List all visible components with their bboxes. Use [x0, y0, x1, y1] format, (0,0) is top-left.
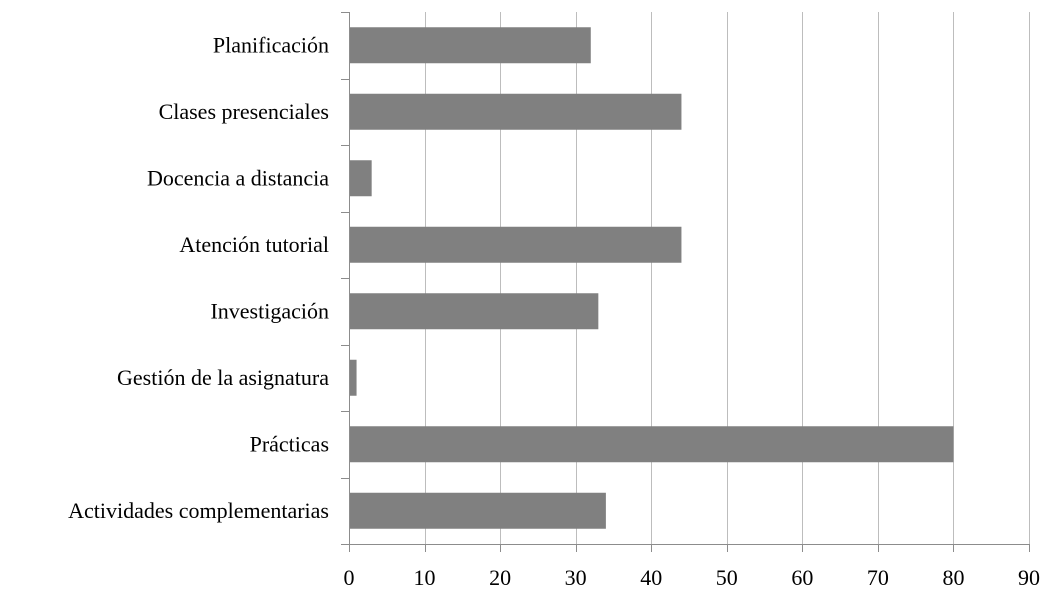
bar: [349, 93, 682, 130]
labels: 0 10 20 30 40 50 60 70 80 90 Planificación Clases p…: [68, 32, 1040, 589]
bars: [349, 27, 954, 529]
x-tick-label: 40: [640, 565, 662, 589]
axes: [341, 12, 1030, 552]
x-tick-label: 20: [489, 565, 511, 589]
category-label: Investigación: [210, 298, 329, 323]
bar: [349, 492, 606, 529]
category-label: Actividades complementarias: [68, 498, 329, 523]
bar: [349, 160, 372, 197]
gridlines: [425, 12, 1030, 544]
x-tick-label: 50: [716, 565, 738, 589]
category-label: Gestión de la asignatura: [117, 365, 329, 390]
category-label: Atención tutorial: [179, 232, 329, 257]
bar: [349, 293, 599, 330]
x-tick-label: 30: [565, 565, 587, 589]
x-tick-label: 60: [791, 565, 813, 589]
x-tick-label: 90: [1018, 565, 1040, 589]
x-tick-label: 0: [344, 565, 355, 589]
bar: [349, 226, 682, 263]
bar: [349, 27, 591, 64]
bar: [349, 359, 357, 396]
x-tick-label: 80: [942, 565, 964, 589]
category-label: Clases presenciales: [159, 99, 329, 124]
category-label: Prácticas: [250, 431, 329, 456]
x-tick-label: 70: [867, 565, 889, 589]
bar: [349, 426, 954, 463]
category-label: Docencia a distancia: [147, 165, 329, 190]
category-label: Planificación: [213, 32, 329, 57]
x-tick-label: 10: [414, 565, 436, 589]
